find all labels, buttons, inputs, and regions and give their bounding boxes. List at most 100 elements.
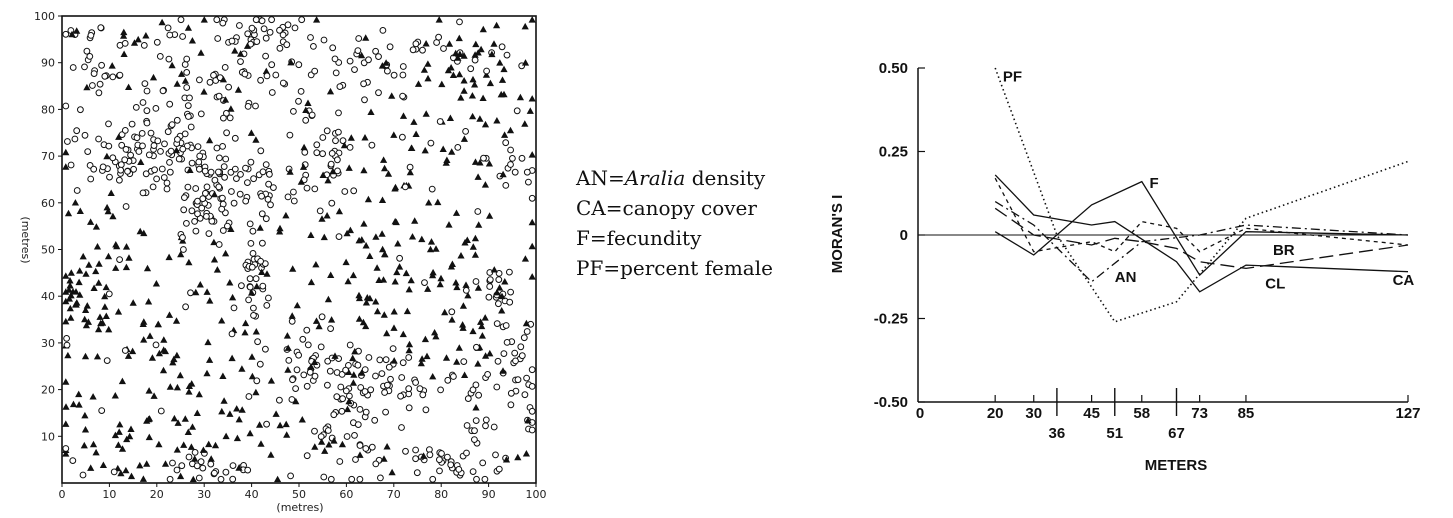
seedling-open-circle: [164, 24, 172, 32]
plant-filled-triangle: [126, 432, 134, 440]
seedling-open-circle: [166, 475, 174, 483]
plant-filled-triangle: [101, 292, 109, 300]
plant-filled-triangle: [498, 292, 506, 300]
plant-filled-triangle: [199, 446, 207, 453]
scatter-x-tick-label: 50: [292, 488, 306, 501]
seedling-open-circle: [317, 343, 325, 351]
plant-filled-triangle: [145, 433, 153, 441]
plant-filled-triangle: [62, 148, 70, 156]
seedling-open-circle: [521, 391, 529, 399]
seedling-open-circle: [316, 207, 324, 215]
seedling-open-circle: [303, 452, 311, 460]
seedling-open-circle: [518, 154, 526, 162]
seedling-open-circle: [419, 46, 426, 54]
seedling-open-circle: [523, 374, 530, 382]
plant-filled-triangle: [439, 145, 447, 152]
seedling-open-circle: [523, 328, 531, 335]
seedling-open-circle: [135, 148, 143, 155]
plant-filled-triangle: [228, 354, 236, 362]
plant-filled-triangle: [474, 284, 482, 291]
seedling-open-circle: [486, 283, 494, 290]
plant-filled-triangle: [231, 47, 239, 54]
seedling-open-circle: [276, 44, 284, 52]
plant-filled-triangle: [471, 51, 479, 58]
seedling-open-circle: [390, 71, 398, 79]
seedling-open-circle: [500, 350, 508, 358]
plant-filled-triangle: [248, 372, 256, 380]
plant-filled-triangle: [272, 410, 280, 417]
seedling-open-circle: [197, 110, 205, 118]
plant-filled-triangle: [196, 281, 204, 288]
plant-filled-triangle: [143, 264, 152, 272]
seedling-open-circle: [194, 143, 202, 151]
plant-filled-triangle: [172, 317, 181, 324]
seedling-open-circle: [469, 468, 477, 476]
seedling-open-circle: [252, 275, 260, 283]
plant-filled-triangle: [379, 276, 388, 283]
plant-filled-triangle: [460, 87, 468, 94]
seedling-open-circle: [272, 71, 280, 79]
seedling-open-circle: [264, 195, 272, 203]
seedling-open-circle: [143, 87, 151, 95]
seedling-open-circle: [295, 97, 302, 105]
plant-filled-triangle: [288, 312, 296, 319]
seedling-open-circle: [141, 80, 149, 87]
seedling-open-circle: [202, 189, 209, 197]
plant-filled-triangle: [425, 199, 433, 206]
plant-filled-triangle: [218, 317, 226, 324]
plant-filled-triangle: [474, 173, 482, 180]
seedling-open-circle: [413, 469, 421, 477]
scatter-y-tick-label: 10: [41, 430, 55, 443]
plant-filled-triangle: [238, 365, 246, 372]
seedling-open-circle: [338, 371, 346, 378]
plant-filled-triangle: [219, 75, 227, 83]
plant-filled-triangle: [442, 354, 451, 361]
plant-filled-triangle: [338, 440, 346, 448]
plant-filled-triangle: [130, 39, 139, 46]
seedling-open-circle: [354, 421, 362, 429]
seedling-open-circle: [356, 442, 364, 449]
plant-filled-triangle: [267, 377, 275, 384]
plant-filled-triangle: [92, 267, 100, 275]
seedling-open-circle: [188, 159, 196, 167]
seedling-open-circle: [288, 317, 296, 325]
moran-y-tick-label: 0.25: [879, 144, 908, 161]
plant-filled-triangle: [528, 151, 536, 158]
plant-filled-triangle: [393, 268, 401, 276]
plant-filled-triangle: [342, 258, 350, 266]
seedling-open-circle: [351, 66, 358, 73]
plant-filled-triangle: [423, 352, 431, 360]
plant-filled-triangle: [150, 392, 158, 399]
plant-filled-triangle: [108, 62, 116, 69]
scatter-x-tick-label: 90: [482, 488, 496, 501]
seedling-open-circle: [297, 88, 305, 95]
plant-filled-triangle: [68, 30, 76, 38]
plant-filled-triangle: [210, 238, 218, 246]
seedling-open-circle: [377, 474, 384, 482]
plant-filled-triangle: [311, 358, 319, 365]
plant-filled-triangle: [382, 59, 390, 66]
plant-filled-triangle: [66, 282, 74, 289]
plant-filled-triangle: [521, 22, 529, 30]
seedling-open-circle: [87, 32, 95, 39]
seedling-open-circle: [512, 357, 519, 365]
plant-filled-triangle: [140, 318, 148, 325]
plant-filled-triangle: [390, 131, 398, 138]
plant-filled-triangle: [191, 455, 199, 462]
plant-filled-triangle: [390, 357, 398, 364]
seedling-open-circle: [485, 293, 493, 301]
plant-filled-triangle: [524, 417, 532, 424]
legend-an-suffix: density: [685, 166, 766, 190]
plant-filled-triangle: [373, 307, 382, 315]
legend-entry-ca: CA=canopy cover: [576, 196, 757, 220]
plant-filled-triangle: [396, 263, 404, 270]
plant-filled-triangle: [380, 455, 388, 462]
seedling-open-circle: [460, 358, 468, 366]
plant-filled-triangle: [82, 321, 90, 329]
series-label-br: BR: [1273, 242, 1295, 259]
plant-filled-triangle: [324, 295, 332, 303]
seedling-open-circle: [247, 240, 255, 247]
seedling-open-circle: [450, 373, 457, 380]
plant-filled-triangle: [140, 336, 148, 343]
seedling-open-circle: [428, 185, 436, 193]
